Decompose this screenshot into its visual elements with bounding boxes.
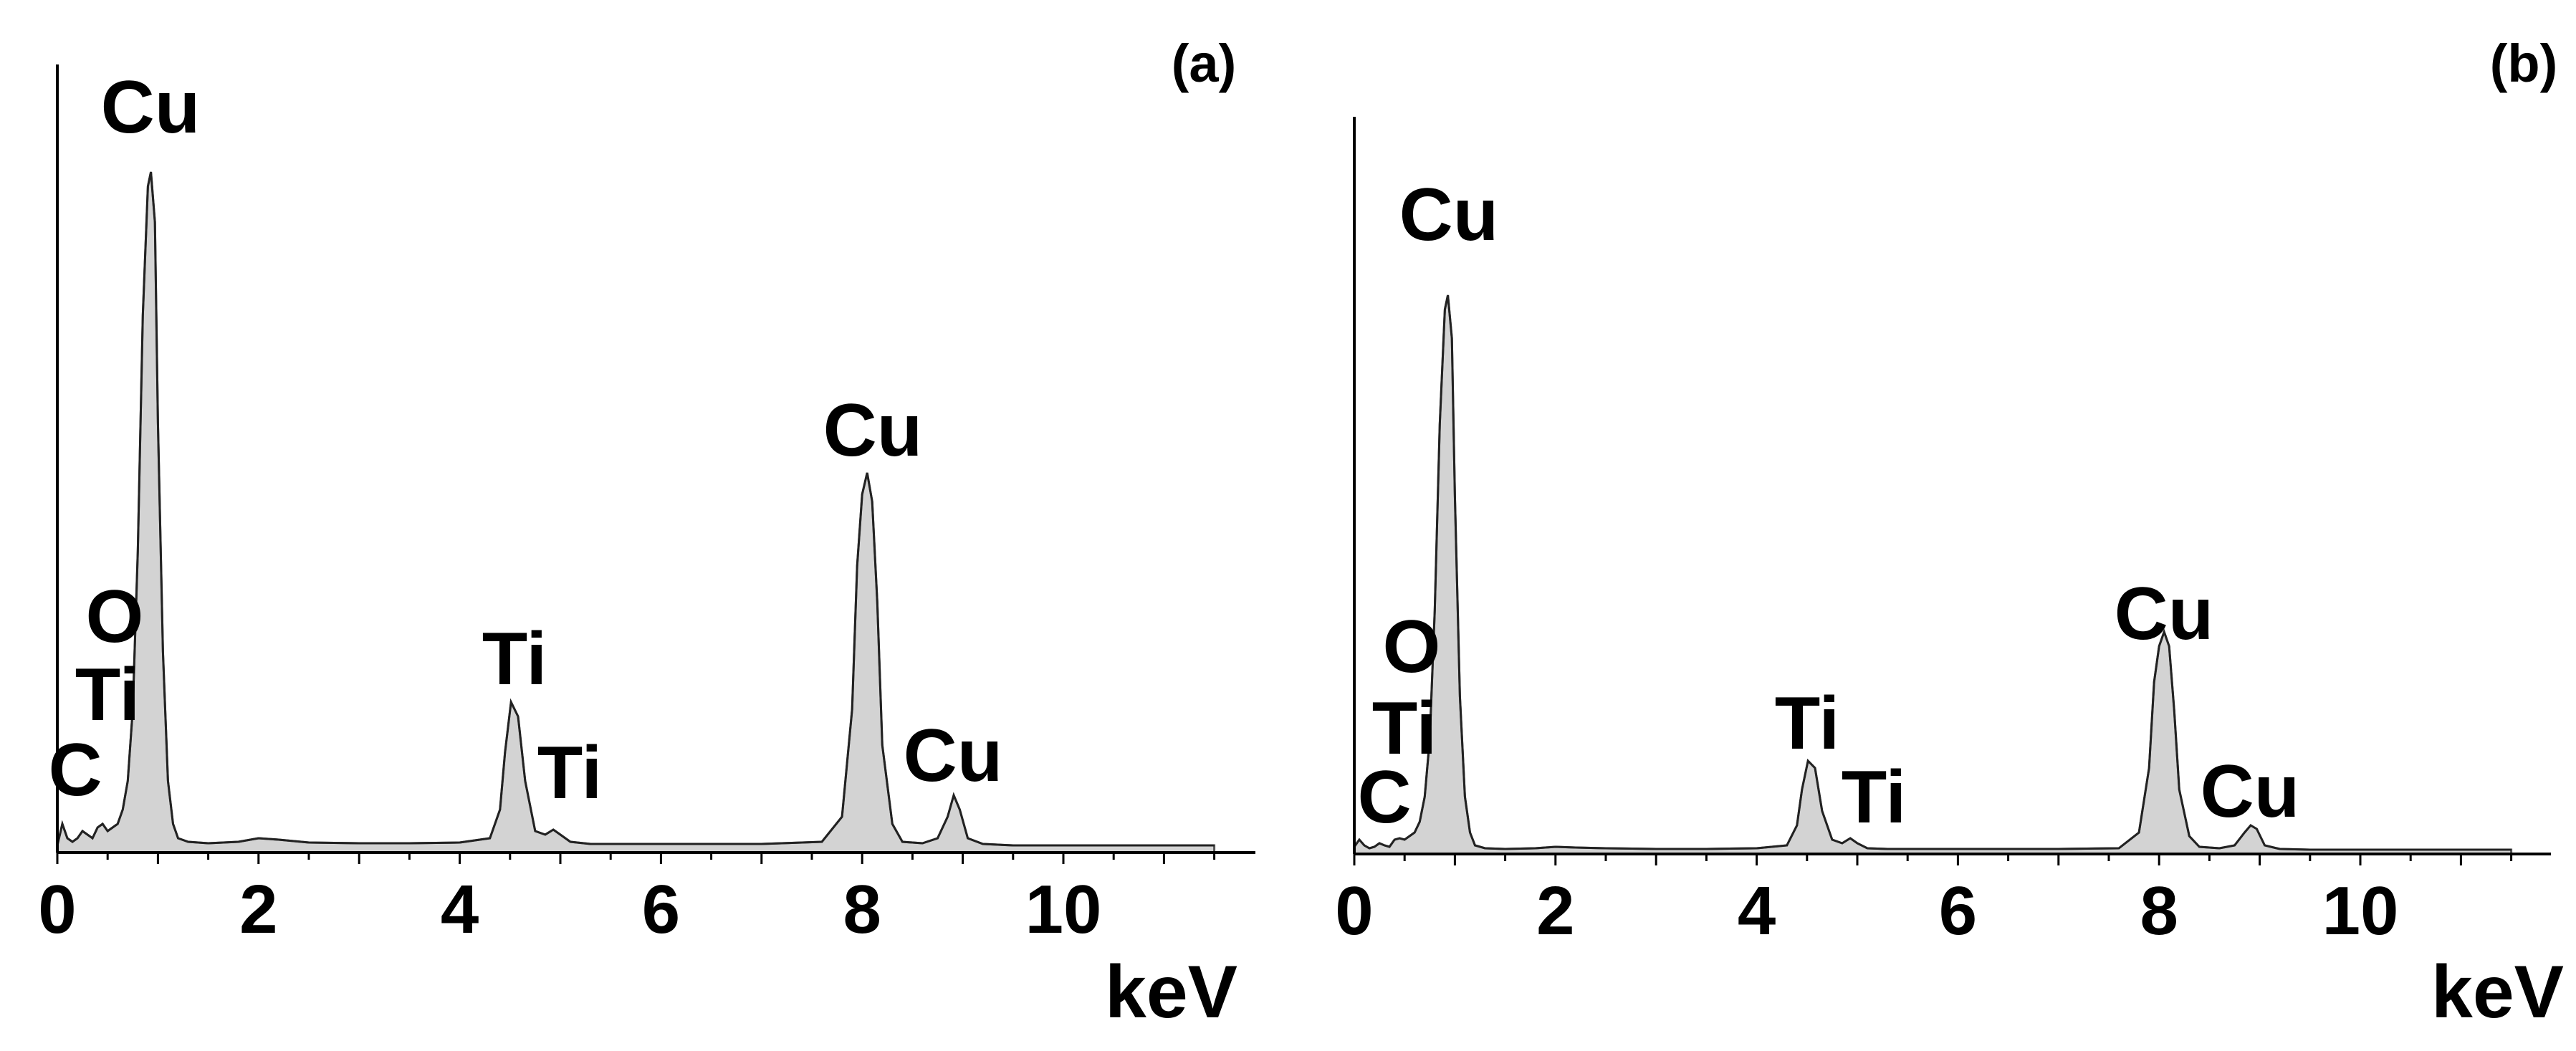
peak-label-ti: Ti <box>75 653 140 736</box>
peak-label-cu: Cu <box>2115 572 2214 656</box>
peak-label-ti: Ti <box>1372 687 1437 770</box>
x-tick-label: 4 <box>1738 873 1776 949</box>
x-tick-label: 6 <box>642 871 680 948</box>
peak-label-c: C <box>48 729 102 812</box>
peak-label-ti: Ti <box>537 731 603 815</box>
x-tick-label: 2 <box>239 871 277 948</box>
x-tick-label: 2 <box>1536 873 1574 949</box>
peak-label-o: O <box>1383 605 1441 688</box>
x-tick-label: 0 <box>1335 873 1373 949</box>
x-tick-label: 4 <box>441 871 479 948</box>
spectrum-line-series-0 <box>56 171 1215 847</box>
peak-label-cu: Cu <box>101 66 201 149</box>
peak-label-ti: Ti <box>1842 756 1907 839</box>
x-tick-label: 0 <box>38 871 76 948</box>
x-tick-label: 10 <box>1025 871 1102 948</box>
peak-label-cu: Cu <box>823 389 923 472</box>
peak-label-ti: Ti <box>482 618 547 701</box>
peak-label-cu: Cu <box>1399 173 1499 256</box>
x-tick-label: 8 <box>843 871 881 948</box>
peak-label-c: C <box>1357 756 1411 839</box>
panel-label: (b) <box>2490 34 2558 93</box>
peak-label-o: O <box>86 575 144 658</box>
peak-label-ti: Ti <box>1775 682 1840 765</box>
peak-label-cu: Cu <box>904 714 1003 797</box>
peak-label-cu: Cu <box>2201 750 2300 833</box>
x-axis-unit-label: keV <box>1105 951 1237 1034</box>
panel-label: (a) <box>1172 34 1236 93</box>
spectrum-area-series-0 <box>1353 294 2513 855</box>
x-axis-unit-label: keV <box>2431 951 2564 1034</box>
x-tick-label: 10 <box>2322 873 2399 949</box>
spectrum-area-series-0 <box>56 171 1216 854</box>
spectrum-line-series-0 <box>1353 294 2512 851</box>
x-tick-label: 6 <box>1939 873 1977 949</box>
x-tick-label: 8 <box>2140 873 2178 949</box>
